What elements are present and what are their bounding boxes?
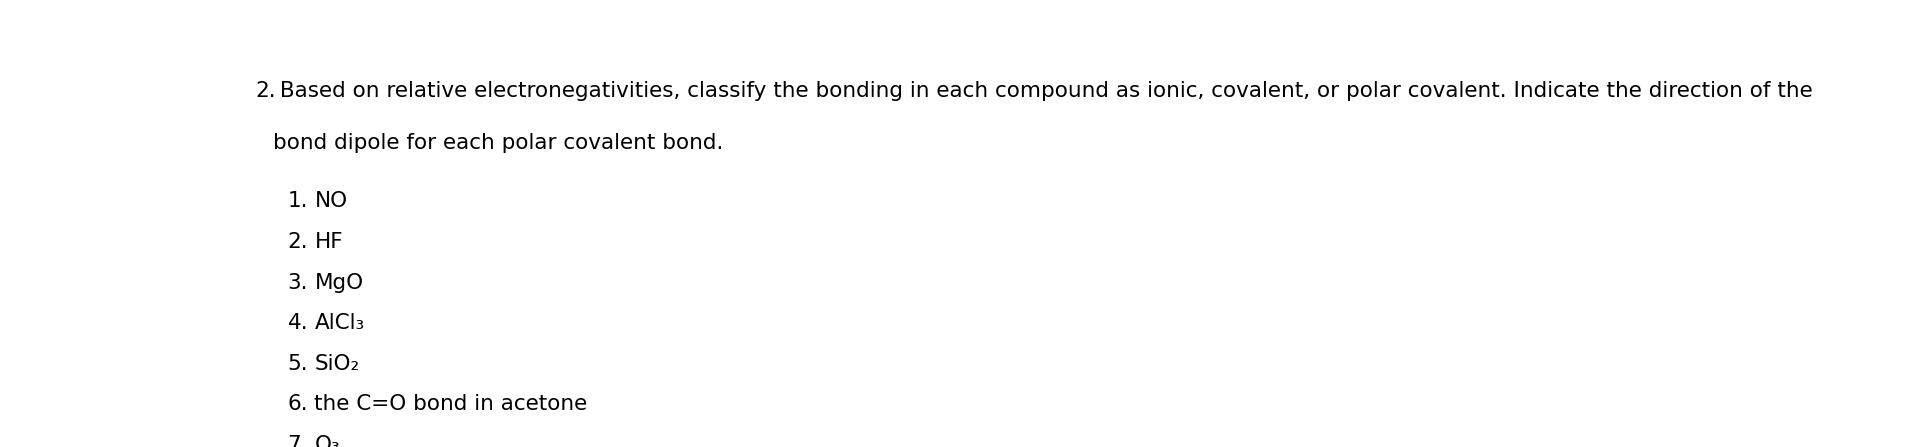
Text: the C=O bond in acetone: the C=O bond in acetone xyxy=(315,394,588,414)
Text: 4.: 4. xyxy=(288,313,309,333)
Text: 1.: 1. xyxy=(288,191,307,211)
Text: Based on relative electronegativities, classify the bonding in each compound as : Based on relative electronegativities, c… xyxy=(273,81,1812,101)
Text: NO: NO xyxy=(315,191,348,211)
Text: 5.: 5. xyxy=(288,354,309,374)
Text: 6.: 6. xyxy=(288,394,309,414)
Text: O₃: O₃ xyxy=(315,435,340,447)
Text: 3.: 3. xyxy=(288,273,307,292)
Text: 2.: 2. xyxy=(255,81,275,101)
Text: AlCl₃: AlCl₃ xyxy=(315,313,365,333)
Text: bond dipole for each polar covalent bond.: bond dipole for each polar covalent bond… xyxy=(273,133,724,153)
Text: MgO: MgO xyxy=(315,273,363,292)
Text: HF: HF xyxy=(315,232,344,252)
Text: SiO₂: SiO₂ xyxy=(315,354,359,374)
Text: 2.: 2. xyxy=(288,232,309,252)
Text: 7.: 7. xyxy=(288,435,309,447)
